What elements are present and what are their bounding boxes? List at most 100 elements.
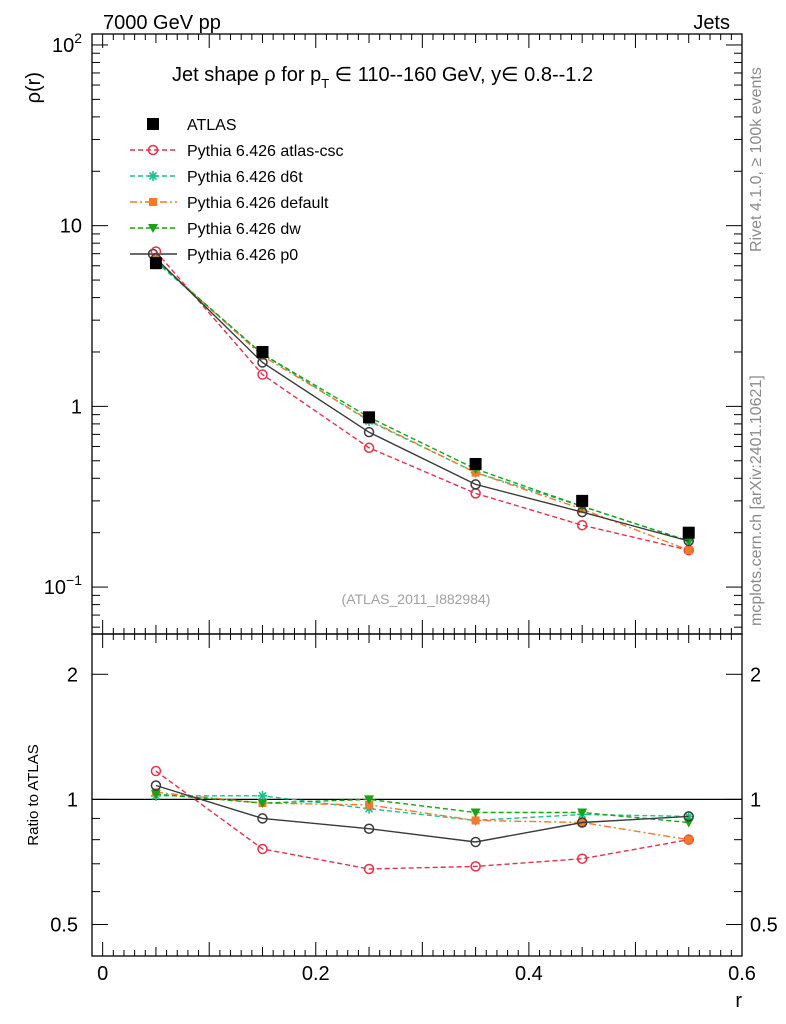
ratio-point-p0-3 [363, 823, 375, 834]
legend-label-atlas_csc: Pythia 6.426 atlas-csc [187, 143, 344, 160]
main-point-atlas_csc-5 [576, 519, 588, 531]
main-line-p0 [155, 257, 689, 542]
main-point-atlas_csc-2 [257, 369, 268, 380]
mcplots-credit-label: mcplots.cern.ch [arXiv:2401.10621] [748, 375, 765, 626]
main-ytick-label-4: 10−1 [44, 572, 82, 599]
legend-entry-atlas: ATLAS [147, 117, 237, 134]
ratio-point-atlas_csc-5 [576, 853, 588, 864]
legend-marker-atlas_csc [147, 144, 159, 156]
x-tick-labels: 0 0.2 0.4 0.6 [97, 963, 756, 985]
x-tick-label-4: 0.6 [728, 963, 756, 985]
main-y-axis-label: ρ(r) [23, 72, 45, 103]
ratio-line-atlas_csc [155, 770, 689, 870]
ratio-point-atlas_csc-2 [257, 843, 268, 855]
ratio-point-p0-5 [576, 817, 588, 828]
header-category-label: Jets [693, 12, 730, 34]
main-line-dw [155, 260, 689, 542]
analysis-watermark: (ATLAS_2011_I882984) [342, 591, 491, 607]
main-line-d6t [155, 261, 689, 542]
ratio-series-p0 [150, 780, 694, 848]
main-series-atlas [149, 257, 695, 539]
ratio-plot-frame [91, 633, 743, 957]
main-point-default-6 [684, 546, 693, 555]
legend: ATLAS Pythia 6.426 atlas-csc Pythia 6.426 … [130, 117, 344, 264]
ratio-ytick-label-left-3: 0.5 [50, 915, 78, 937]
main-series-group [149, 246, 695, 556]
ratio-point-dw-5 [577, 808, 588, 818]
main-chart-title-sub: T [321, 76, 329, 91]
legend-label-dw: Pythia 6.426 dw [187, 221, 301, 238]
legend-marker-default [149, 198, 157, 206]
ratio-point-p0-4 [470, 836, 481, 848]
legend-marker-atlas [147, 118, 159, 130]
rivet-version-label: Rivet 4.1.0, ≥ 100k events [748, 67, 765, 252]
legend-label-atlas: ATLAS [187, 117, 237, 134]
ratio-point-dw-1 [150, 790, 161, 800]
header-energy-label: 7000 GeV pp [103, 12, 221, 34]
ratio-line-dw [155, 793, 689, 824]
ratio-point-atlas_csc-1 [150, 765, 162, 777]
main-y-tick-labels: 102 10 1 10−1 [44, 30, 82, 599]
ratio-series-atlas_csc [150, 765, 694, 875]
main-ytick-label-2: 10 [60, 216, 82, 238]
ratio-y-axis-label: Ratio to ATLAS [25, 744, 42, 845]
main-series-d6t [150, 256, 694, 546]
main-line-default [155, 258, 689, 551]
main-ytick-label-3: 1 [71, 396, 82, 418]
main-point-atlas-4 [469, 457, 482, 470]
ratio-ytick-label-right-2: 1 [750, 789, 761, 811]
x-tick-label-3: 0.4 [515, 963, 543, 985]
legend-label-p0: Pythia 6.426 p0 [187, 247, 298, 264]
main-chart-title-a: Jet shape ρ for p [172, 64, 321, 86]
main-point-atlas-3 [363, 411, 376, 424]
ratio-point-default-3 [365, 800, 374, 809]
main-series-p0 [150, 253, 694, 547]
legend-entry-d6t: Pythia 6.426 d6t [130, 169, 303, 186]
ratio-point-dw-2 [257, 799, 268, 809]
main-series-atlas_csc [150, 246, 694, 556]
main-axis-ticks [92, 34, 743, 634]
legend-marker-dw [148, 224, 158, 233]
legend-entry-dw: Pythia 6.426 dw [130, 221, 301, 238]
legend-entry-default: Pythia 6.426 default [130, 195, 329, 212]
ratio-ytick-label-right-1: 2 [750, 664, 761, 686]
main-point-atlas-2 [256, 345, 269, 358]
main-series-dw [150, 256, 694, 546]
main-point-atlas-6 [682, 526, 695, 539]
ratio-y-tick-labels: 2 2 1 1 0.5 0.5 [50, 664, 778, 936]
ratio-point-default-6 [684, 835, 693, 844]
ratio-point-p0-2 [257, 813, 268, 824]
main-point-atlas-5 [576, 494, 589, 507]
main-point-atlas-1 [149, 257, 162, 270]
ratio-line-default [155, 791, 689, 841]
ratio-point-p0-6 [683, 811, 694, 822]
legend-label-d6t: Pythia 6.426 d6t [187, 169, 303, 186]
main-chart-title-b: ∈ 110--160 GeV, y∈ 0.8--1.2 [329, 64, 593, 86]
ratio-ytick-label-right-3: 0.5 [750, 915, 778, 937]
main-point-p0-4 [470, 479, 481, 490]
ratio-point-atlas_csc-3 [363, 863, 375, 875]
ratio-line-p0 [155, 784, 689, 843]
ratio-line-d6t [155, 795, 689, 822]
ratio-ytick-label-left-1: 2 [67, 664, 78, 686]
main-point-atlas_csc-3 [363, 442, 375, 454]
main-point-p0-5 [576, 506, 588, 518]
legend-label-default: Pythia 6.426 default [187, 195, 329, 212]
ratio-point-default-4 [471, 816, 480, 825]
main-line-atlas_csc [155, 251, 689, 551]
main-point-dw-6 [683, 536, 694, 546]
ratio-point-dw-4 [470, 808, 481, 818]
ratio-point-dw-3 [364, 795, 375, 805]
x-tick-label-2: 0.2 [302, 963, 330, 985]
ratio-point-atlas_csc-4 [470, 861, 481, 872]
x-tick-label-1: 0 [97, 963, 108, 985]
main-point-p0-3 [363, 426, 375, 438]
ratio-point-p0-1 [150, 780, 162, 791]
legend-marker-d6t [148, 171, 158, 181]
ratio-ytick-label-left-2: 1 [67, 789, 78, 811]
main-chart-title: Jet shape ρ for pT ∈ 110--160 GeV, y∈ 0.… [172, 64, 593, 91]
legend-entry-atlas_csc: Pythia 6.426 atlas-csc [130, 143, 344, 160]
ratio-series-group [150, 765, 694, 875]
ratio-axis-ticks [92, 634, 743, 956]
